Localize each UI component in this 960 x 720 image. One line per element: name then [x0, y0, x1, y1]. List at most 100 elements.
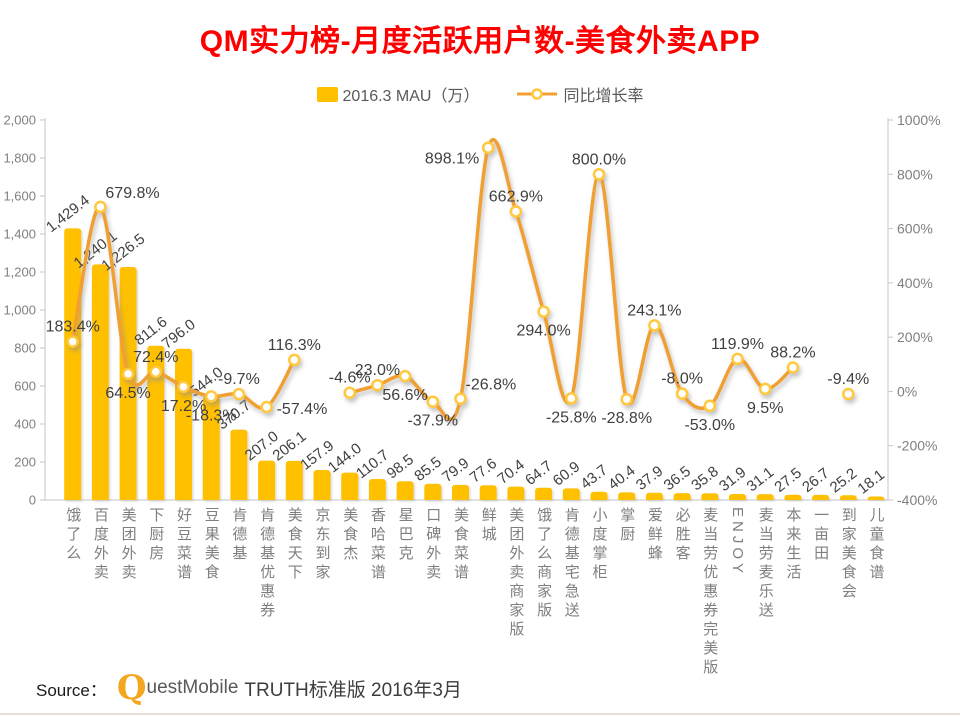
bar: [202, 396, 220, 500]
growth-marker: [731, 352, 744, 366]
growth-marker: [675, 387, 689, 400]
bar-value-label: 26.7: [799, 465, 832, 496]
growth-value-label: 9.5%: [747, 400, 783, 417]
bar: [452, 484, 469, 500]
bar: [368, 478, 386, 500]
growth-value-label: 17.2%: [161, 398, 206, 415]
x-axis-category-label: 肯德基宅急送: [562, 507, 580, 621]
growth-marker: [121, 367, 135, 381]
bar-value-label: 25.2: [827, 465, 860, 496]
x-axis-category-label: 麦当劳麦乐送: [756, 507, 774, 621]
growth-value-label: 243.1%: [627, 302, 681, 319]
bar-value-label: 77.6: [467, 455, 500, 486]
bar-value-label: 18.1: [854, 466, 887, 497]
bar: [673, 493, 691, 500]
line-marker-swatch-icon: [517, 88, 558, 100]
growth-marker: [177, 380, 190, 394]
bar-value-label: 60.9: [550, 458, 583, 489]
bar: [230, 429, 248, 500]
bar: [507, 486, 525, 500]
growth-marker: [204, 390, 218, 403]
bar-value-label: 79.9: [439, 455, 472, 486]
left-axis-tick-label: 1,200: [3, 265, 36, 280]
x-axis-category-label: 饿了么商家版: [535, 507, 553, 621]
growth-value-label: 119.9%: [711, 336, 764, 353]
growth-marker: [758, 382, 772, 396]
growth-marker: [454, 392, 467, 405]
bar-value-label: 43.7: [577, 461, 610, 492]
growth-value-label: 56.6%: [382, 387, 427, 404]
bar-value-label: 85.5: [411, 454, 444, 485]
growth-value-label: 898.1%: [425, 151, 479, 168]
growth-marker: [481, 141, 495, 154]
growth-value-label: -18.3%: [186, 407, 237, 424]
questmobile-logo-text: uestMobile: [146, 677, 239, 699]
growth-value-label: -9.7%: [218, 371, 260, 388]
growth-value-label: 679.8%: [105, 185, 159, 202]
bar-value-label: 40.4: [605, 462, 638, 493]
bar-value-label: 27.5: [771, 465, 804, 496]
bar: [756, 494, 774, 500]
bar: [341, 472, 359, 500]
x-axis-category-label: 本来生活: [784, 507, 802, 583]
growth-value-label: -53.0%: [684, 417, 735, 434]
bar: [64, 228, 82, 500]
growth-value-label: -25.8%: [546, 409, 597, 426]
growth-value-label: 116.3%: [268, 337, 321, 354]
bar: [812, 494, 830, 500]
bar-value-label: 64.7: [522, 457, 555, 488]
x-axis-category-label: 鲜城: [479, 507, 497, 545]
left-axis-tick-label: 1,800: [3, 151, 36, 166]
legend-label-mau: 2016.3 MAU（万）: [342, 88, 480, 105]
growth-marker: [786, 361, 800, 374]
x-axis-category-label: 一亩田: [812, 507, 830, 564]
legend-label-growth: 同比增长率: [563, 88, 644, 105]
growth-marker: [842, 387, 855, 401]
bar-swatch-icon: [316, 86, 338, 102]
source-prefix: Source：: [36, 680, 107, 700]
right-axis-tick-label: 400%: [897, 275, 933, 291]
x-axis-category-label: 爱鲜蜂: [645, 507, 663, 564]
x-axis-category-label: 小度掌柜: [590, 507, 608, 583]
bar: [729, 493, 746, 500]
bar: [91, 264, 109, 500]
growth-value-label: -28.8%: [601, 410, 652, 427]
right-axis-tick-label: 1000%: [897, 112, 941, 128]
growth-value-label: -37.9%: [407, 413, 458, 430]
x-axis-category-label: 百度外卖: [91, 507, 109, 583]
legend-item-growth: 同比增长率: [515, 82, 643, 106]
bar-value-label: 31.9: [716, 464, 749, 495]
growth-value-label: -8.0%: [661, 371, 703, 388]
left-axis-tick-label: 2,000: [3, 113, 36, 128]
x-axis-category-label: 必胜客: [673, 507, 691, 564]
growth-value-label: 23.0%: [355, 362, 400, 379]
x-axis-category-label: 下厨房: [147, 507, 165, 564]
growth-value-label: 183.4%: [46, 319, 100, 336]
bar: [701, 493, 719, 500]
growth-marker: [149, 365, 163, 379]
growth-value-label: -4.6%: [329, 370, 371, 387]
bar: [618, 492, 636, 500]
left-axis-tick-label: 400: [14, 417, 36, 432]
growth-marker: [648, 319, 661, 332]
x-axis-category-label: 豆果美食: [202, 507, 220, 583]
growth-marker: [94, 200, 107, 214]
bar: [258, 460, 276, 500]
x-axis-category-label: 美团外卖: [119, 507, 137, 583]
source-suffix: TRUTH标准版 2016年3月: [244, 679, 462, 701]
bar: [784, 494, 802, 500]
bottom-divider: [0, 713, 960, 715]
x-axis-category-label: 星巴克: [396, 507, 414, 564]
growth-value-label: 662.9%: [489, 189, 543, 206]
right-axis-tick-label: -400%: [897, 492, 937, 508]
left-axis-tick-label: 1,400: [3, 227, 36, 242]
bar: [867, 496, 885, 501]
growth-value-label: 72.4%: [133, 349, 178, 366]
source-line: Source： Q uestMobile TRUTH标准版 2016年3月: [36, 671, 462, 705]
x-axis-category-label: 美团外卖商家版: [507, 507, 525, 640]
growth-marker: [620, 392, 633, 406]
x-axis-category-label: 美食杰: [341, 507, 359, 564]
growth-marker: [66, 335, 79, 348]
x-axis-category-label: 掌厨: [618, 507, 636, 545]
